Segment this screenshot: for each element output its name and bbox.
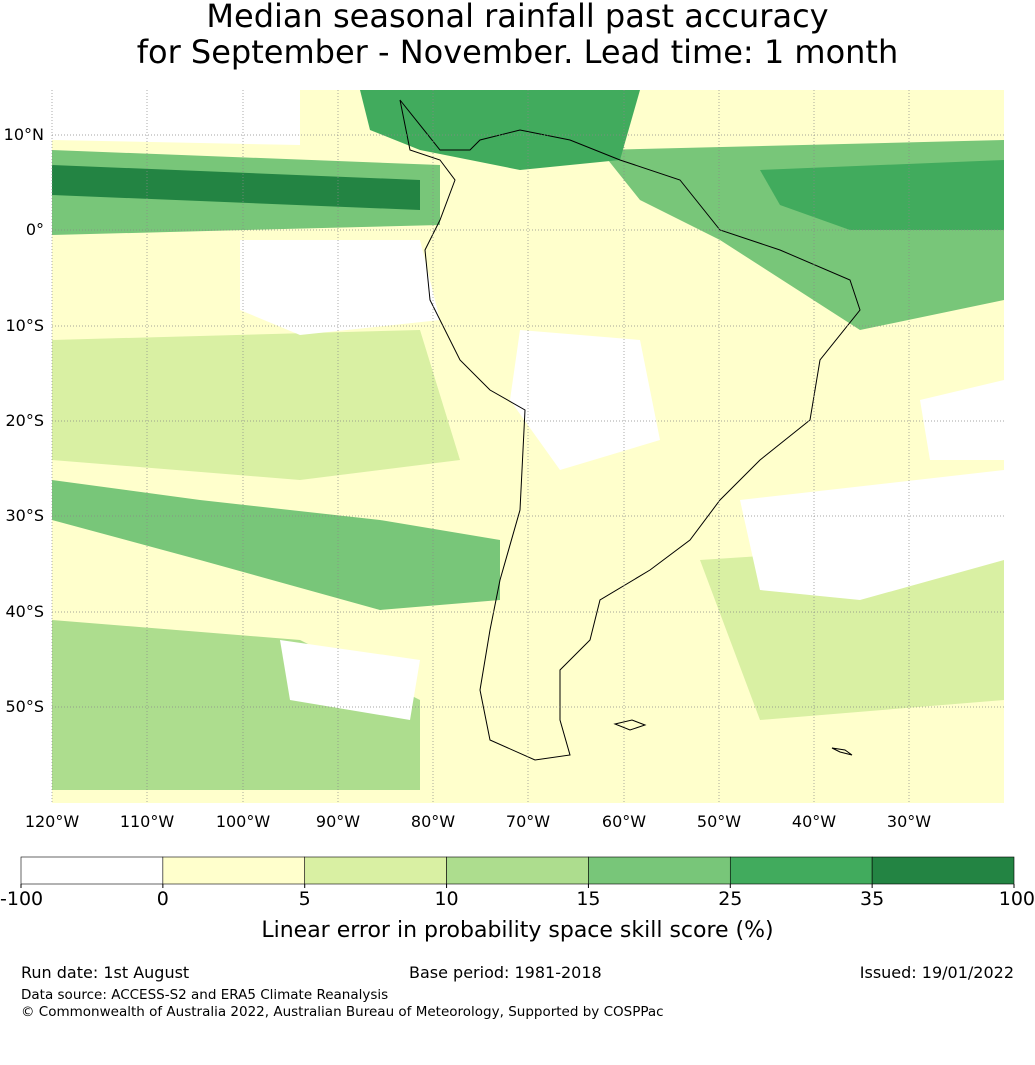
colorbar-segment (304, 856, 447, 885)
latitude-label: 20°S (5, 411, 44, 430)
copyright-notice: © Commonwealth of Australia 2022, Austra… (21, 1004, 664, 1020)
colorbar-tick-label: -100 (0, 888, 44, 910)
latitude-label: 10°S (5, 316, 44, 335)
map-title-line-1: Median seasonal rainfall past accuracy (206, 0, 829, 35)
graticule (51, 90, 1004, 803)
south-georgia (831, 747, 853, 756)
caribbean-high-skill-zone (360, 90, 640, 170)
longitude-label: 40°W (791, 812, 837, 831)
south-america-coastline (399, 99, 861, 761)
colorbar-segment (729, 856, 873, 885)
longitude-label: 60°W (601, 812, 647, 831)
latitude-label: 40°S (5, 602, 44, 621)
colorbar-segment (446, 856, 589, 885)
longitude-label: 110°W (119, 812, 175, 831)
colorbar-tick-label: 25 (718, 888, 743, 910)
longitude-label: 80°W (410, 812, 456, 831)
falkland-islands (613, 719, 647, 731)
longitude-label: 30°W (886, 812, 932, 831)
longitude-label: 70°W (505, 812, 551, 831)
colorbar-segment (20, 856, 164, 885)
colorbar-segment (871, 856, 1015, 885)
skill-field (52, 90, 1004, 790)
longitude-label: 120°W (24, 812, 80, 831)
map-title-line-2: for September - November. Lead time: 1 m… (136, 33, 899, 71)
equatorial-pacific-core-band (52, 165, 420, 210)
colorbar-segment (588, 856, 731, 885)
latitude-label: 50°S (5, 697, 44, 716)
east-atlantic-low-skill-zone (920, 380, 1004, 460)
latitude-label: 30°S (5, 506, 44, 525)
latitude-label: 0° (25, 220, 44, 239)
colorbar-tick-label: 15 (576, 888, 601, 910)
latitude-label: 10°N (3, 125, 44, 144)
colorbar (20, 856, 1015, 888)
longitude-label: 100°W (215, 812, 271, 831)
longitude-label: 50°W (696, 812, 742, 831)
southern-pacific-low-skill-zone (280, 640, 420, 720)
colorbar-tick-label: 100 (998, 888, 1035, 910)
colorbar-tick-label: 35 (860, 888, 885, 910)
east-pacific-low-skill-zone (240, 240, 440, 335)
southeast-pacific-skill-zone (52, 480, 500, 610)
southwest-atlantic-low-skill-zone (740, 470, 1004, 600)
data-source: Data source: ACCESS-S2 and ERA5 Climate … (21, 987, 389, 1003)
colorbar-tick-label: 10 (434, 888, 459, 910)
central-pacific-moderate-zone (52, 330, 460, 480)
northwest-low-skill-zone (52, 90, 300, 145)
colorbar-tick-label: 0 (156, 888, 169, 910)
base-period: Base period: 1981-2018 (409, 963, 602, 982)
atlantic-core-band (760, 160, 1004, 230)
run-date: Run date: 1st August (21, 963, 190, 982)
colorbar-tick-label: 5 (298, 888, 311, 910)
longitude-label: 90°W (315, 812, 361, 831)
colorbar-segment (162, 856, 306, 885)
central-continent-low-skill-zone (510, 330, 660, 470)
colorbar-label: Linear error in probability space skill … (261, 918, 774, 943)
issued-date: Issued: 19/01/2022 (859, 963, 1014, 982)
